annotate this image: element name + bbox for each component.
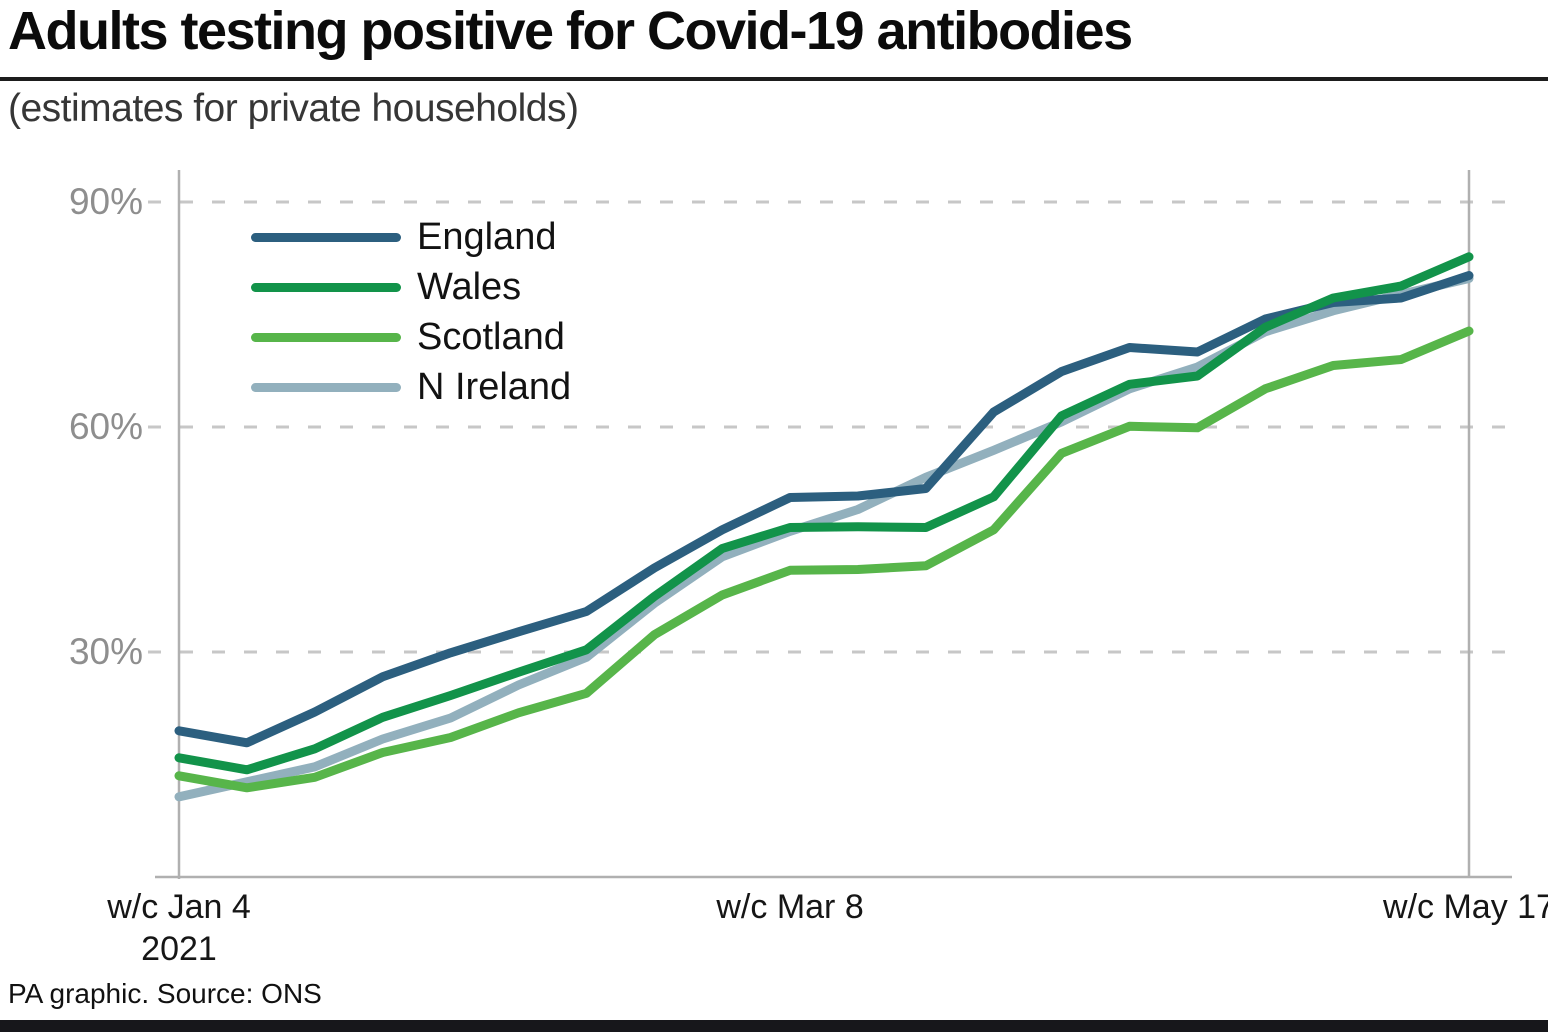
page-subtitle: (estimates for private households) — [8, 87, 579, 130]
chart-legend: England Wales Scotland N Ireland — [251, 212, 571, 412]
page-title: Adults testing positive for Covid-19 ant… — [8, 1, 1133, 61]
y-axis-tick-30: 30% — [68, 631, 143, 672]
series-line-scotland — [174, 326, 1474, 793]
x-axis-tick-jan4-line2: 2021 — [141, 930, 217, 968]
legend-label-scotland: Scotland — [417, 315, 565, 358]
nireland-line-swatch-icon — [251, 382, 401, 392]
wales-line-swatch-icon — [251, 282, 401, 292]
series-line-wales — [174, 252, 1474, 775]
legend-item-wales: Wales — [251, 262, 571, 312]
legend-label-nireland: N Ireland — [417, 365, 572, 408]
x-axis-tick-may17-line1: w/c May 17 — [1383, 888, 1548, 926]
source-credit: PA graphic. Source: ONS — [8, 978, 322, 1009]
bottom-accent-bar — [0, 1020, 1548, 1032]
y-axis-tick-60: 60% — [68, 406, 143, 447]
x-axis-tick-jan4: w/c Jan 4 2021 — [107, 886, 251, 970]
x-axis-tick-mar8-line1: w/c Mar 8 — [716, 888, 864, 926]
x-axis-tick-may17: w/c May 17 — [1383, 886, 1548, 928]
legend-item-scotland: Scotland — [251, 312, 571, 362]
legend-item-england: England — [251, 212, 571, 262]
series-line-england — [174, 271, 1474, 748]
legend-item-nireland: N Ireland — [251, 362, 571, 412]
scotland-line-swatch-icon — [251, 332, 401, 342]
x-axis-tick-mar8: w/c Mar 8 — [716, 886, 863, 928]
y-axis-tick-90: 90% — [68, 181, 143, 222]
legend-label-england: England — [417, 215, 557, 258]
england-line-swatch-icon — [251, 232, 401, 242]
x-axis-tick-jan4-line1: w/c Jan 4 — [107, 888, 251, 926]
title-separator-line — [0, 77, 1548, 81]
legend-label-wales: Wales — [417, 265, 522, 308]
